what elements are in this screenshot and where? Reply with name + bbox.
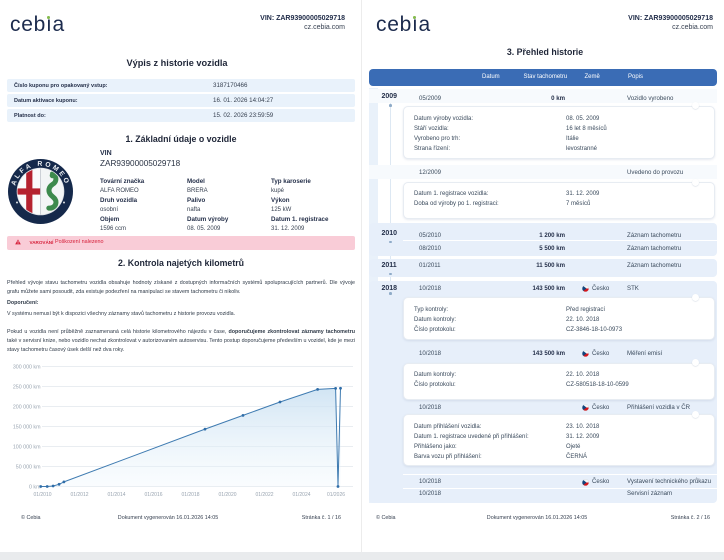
svg-text:01/2016: 01/2016 [144,492,162,498]
svg-text:01/2014: 01/2014 [107,492,125,498]
svg-text:01/2026: 01/2026 [327,492,345,498]
svg-text:50 000 km: 50 000 km [16,465,41,471]
svg-text:01/2020: 01/2020 [218,492,236,498]
svg-text:01/2022: 01/2022 [255,492,273,498]
svg-text:01/2010: 01/2010 [33,492,51,498]
svg-text:300 000 km: 300 000 km [13,365,41,371]
svg-text:200 000 km: 200 000 km [13,405,41,411]
svg-text:100 000 km: 100 000 km [13,445,41,451]
svg-text:150 000 km: 150 000 km [13,425,41,431]
svg-text:01/2012: 01/2012 [70,492,88,498]
svg-text:01/2018: 01/2018 [181,492,199,498]
svg-text:01/2024: 01/2024 [292,492,310,498]
svg-text:250 000 km: 250 000 km [13,385,41,391]
svg-text:0 km: 0 km [29,485,41,491]
